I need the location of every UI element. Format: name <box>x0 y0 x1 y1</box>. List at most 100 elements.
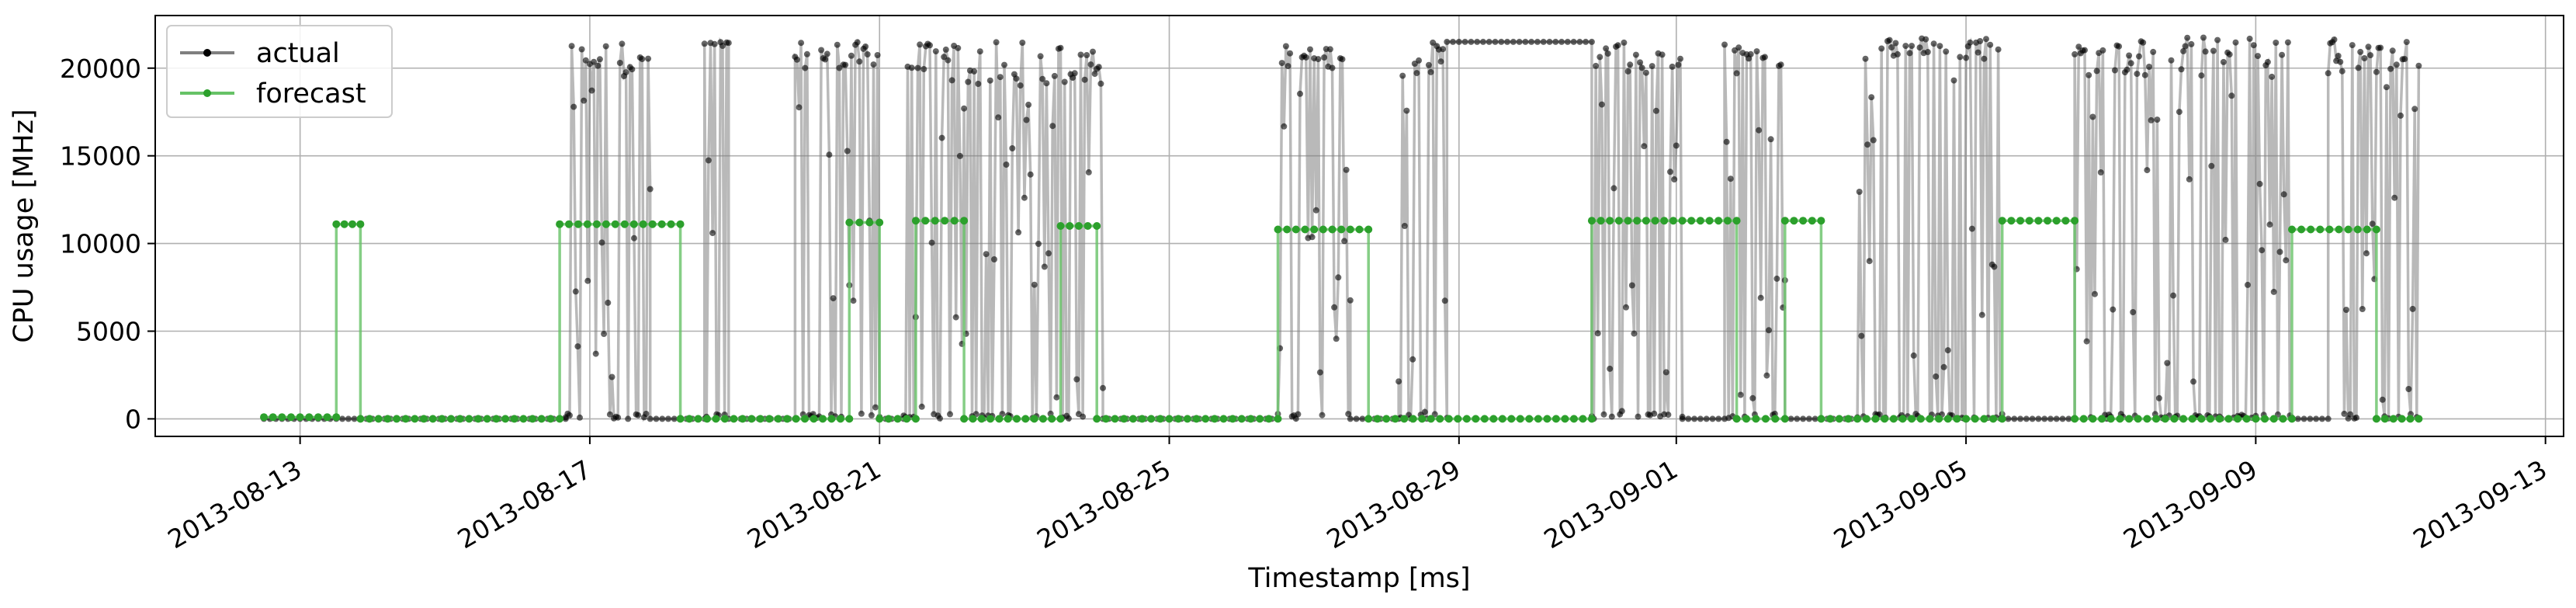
data-point-actual <box>1552 38 1559 45</box>
series-forecast <box>260 217 2423 423</box>
data-point-actual <box>1444 38 1451 45</box>
data-point-forecast <box>2372 415 2380 423</box>
data-point-actual <box>711 40 718 47</box>
data-point-actual <box>1461 38 1468 45</box>
data-point-forecast <box>2397 415 2406 423</box>
data-point-forecast <box>960 415 969 423</box>
data-point-actual <box>856 58 863 65</box>
data-point-forecast <box>2269 415 2278 423</box>
data-point-forecast <box>2307 225 2315 234</box>
data-point-actual <box>631 235 637 241</box>
data-point-forecast <box>931 217 939 225</box>
data-point-actual <box>2222 236 2229 243</box>
data-point-forecast <box>1283 225 1291 234</box>
data-point-forecast <box>827 415 836 423</box>
data-point-actual <box>339 415 346 422</box>
data-point-actual <box>2270 288 2277 295</box>
data-point-forecast <box>1614 217 1623 225</box>
data-point-forecast <box>1507 415 1516 423</box>
data-point-actual <box>1409 356 1416 363</box>
data-point-actual <box>1528 38 1535 45</box>
data-point-forecast <box>1844 415 1853 423</box>
series-actual <box>261 34 2422 424</box>
data-point-actual <box>1061 78 1068 85</box>
data-point-actual <box>2273 40 2280 46</box>
data-point-actual <box>1767 136 1774 143</box>
data-point-actual <box>1886 36 1893 43</box>
data-point-actual <box>1534 38 1541 45</box>
data-point-actual <box>2208 162 2215 169</box>
data-point-actual <box>1737 391 1744 398</box>
data-point-actual <box>826 151 833 158</box>
data-point-actual <box>948 77 955 84</box>
data-point-actual <box>1671 176 1678 182</box>
data-point-actual <box>2331 36 2338 43</box>
data-point-actual <box>615 414 622 421</box>
data-point-actual <box>1421 408 1428 415</box>
data-point-actual <box>1395 378 1402 385</box>
data-point-actual <box>1916 44 1923 51</box>
data-point-actual <box>2339 68 2345 75</box>
data-point-forecast <box>1881 415 1889 423</box>
data-point-forecast <box>1183 415 1191 423</box>
x-tick-label: 2013-09-13 <box>2408 454 2552 555</box>
data-point-actual <box>2164 360 2171 367</box>
data-point-forecast <box>2335 225 2343 234</box>
data-point-actual <box>1950 77 1957 84</box>
data-point-actual <box>2093 68 2100 75</box>
data-point-forecast <box>2161 415 2169 423</box>
data-point-forecast <box>2007 217 2016 225</box>
data-point-actual <box>1095 64 1102 71</box>
data-point-forecast <box>1799 217 1808 225</box>
data-point-actual <box>2059 415 2066 422</box>
data-point-forecast <box>845 415 854 423</box>
data-point-forecast <box>875 415 884 423</box>
data-point-actual <box>2210 47 2217 54</box>
data-point-forecast <box>1732 415 1741 423</box>
data-point-forecast <box>356 415 365 423</box>
data-point-actual <box>2065 415 2072 422</box>
data-point-actual <box>2405 386 2412 392</box>
data-point-forecast <box>1516 415 1524 423</box>
data-point-forecast <box>1808 217 1816 225</box>
data-point-actual <box>1335 274 1342 281</box>
data-point-forecast <box>1935 415 1943 423</box>
data-point-forecast <box>456 415 464 423</box>
data-point-actual <box>2283 257 2290 264</box>
data-point-actual <box>961 105 968 112</box>
data-point-actual <box>2047 415 2054 422</box>
data-point-forecast <box>1723 217 1732 225</box>
data-point-actual <box>1019 40 1026 46</box>
y-tick-label: 20000 <box>60 54 141 84</box>
data-point-actual <box>1794 415 1801 422</box>
data-point-actual <box>2246 35 2253 42</box>
data-point-actual <box>1015 229 1022 236</box>
data-point-forecast <box>1926 415 1934 423</box>
data-point-forecast <box>875 218 884 227</box>
data-point-forecast <box>2152 415 2161 423</box>
data-point-actual <box>1083 52 1090 58</box>
data-point-actual <box>2349 42 2356 49</box>
data-point-actual <box>705 157 712 164</box>
data-point-actual <box>2276 248 2283 255</box>
data-point-forecast <box>2261 415 2269 423</box>
data-point-actual <box>1039 75 1046 82</box>
data-point-forecast <box>602 220 610 228</box>
data-point-forecast <box>1817 415 1825 423</box>
data-point-actual <box>858 410 865 417</box>
data-point-actual <box>2220 58 2227 65</box>
data-point-actual <box>2347 411 2354 418</box>
data-point-actual <box>2335 53 2342 59</box>
data-point-actual <box>1983 36 1989 43</box>
data-point-forecast <box>2188 415 2196 423</box>
data-point-actual <box>701 40 708 47</box>
data-point-actual <box>1753 48 1760 55</box>
data-point-forecast <box>269 413 277 422</box>
legend-label-actual: actual <box>256 38 340 69</box>
x-axis-label: Timestamp [ms] <box>1247 563 1470 594</box>
data-point-forecast <box>1427 415 1435 423</box>
data-point-actual <box>975 81 982 87</box>
data-point-actual <box>1540 38 1547 45</box>
data-point-forecast <box>2106 415 2115 423</box>
data-point-forecast <box>1971 415 1979 423</box>
